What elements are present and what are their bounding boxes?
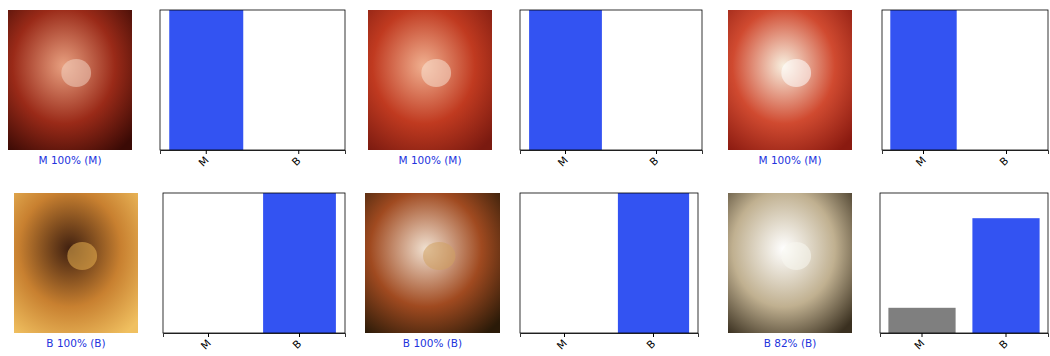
bars — [890, 10, 956, 150]
bar — [263, 193, 336, 333]
image-placeholder — [728, 193, 852, 333]
tick: B — [997, 150, 1011, 168]
plot-frame — [520, 10, 702, 150]
tick: M — [198, 333, 213, 352]
image-thumbnail — [728, 10, 852, 150]
image-thumbnail — [728, 193, 852, 333]
tick: B — [996, 333, 1010, 351]
axis-line — [521, 334, 699, 338]
figure: M 100% (M)MBM 100% (M)MBM 100% (M)MBB 10… — [0, 0, 1050, 356]
image-highlight — [781, 242, 811, 270]
tick-label: B — [289, 154, 303, 168]
axis-line — [161, 151, 346, 155]
bars — [169, 10, 243, 150]
bar — [618, 193, 689, 333]
image-highlight — [423, 242, 455, 270]
axis-line — [521, 151, 703, 155]
tick-mark — [565, 150, 566, 154]
tick-label: M — [554, 337, 569, 352]
image-placeholder — [8, 10, 132, 150]
x-axis: MB — [521, 333, 699, 352]
tick: M — [554, 333, 569, 352]
image-highlight — [421, 59, 451, 87]
caption: M 100% (M) — [398, 154, 461, 166]
plot-frame — [163, 193, 345, 333]
x-axis: MB — [881, 333, 1049, 352]
bar — [529, 10, 602, 150]
bar — [169, 10, 243, 150]
tick: B — [290, 333, 304, 351]
tick-label: M — [913, 154, 928, 169]
plot-frame — [160, 10, 345, 150]
bar-chart: MB — [520, 193, 699, 352]
image-thumbnail — [368, 10, 492, 150]
axis-line — [883, 151, 1049, 155]
tick-mark — [922, 333, 923, 337]
bars — [888, 218, 1039, 333]
plot-frame — [520, 193, 698, 333]
tick-label: M — [555, 154, 570, 169]
tick-label: B — [997, 154, 1011, 168]
tick-mark — [656, 150, 657, 154]
plot-frame — [882, 10, 1048, 150]
bars — [618, 193, 689, 333]
tick: M — [196, 150, 211, 169]
tick: B — [644, 333, 658, 351]
bar-chart: MB — [163, 193, 346, 352]
caption: B 100% (B) — [46, 337, 105, 349]
tick-mark — [653, 333, 654, 337]
tick-label: B — [290, 337, 304, 351]
tick: B — [289, 150, 303, 168]
tick-mark — [1006, 150, 1007, 154]
tick-mark — [1006, 333, 1007, 337]
tick-mark — [206, 150, 207, 154]
bar — [890, 10, 956, 150]
caption: M 100% (M) — [758, 154, 821, 166]
image-placeholder — [368, 10, 492, 150]
tick-label: B — [644, 337, 658, 351]
image-thumbnail — [14, 193, 138, 333]
bar-chart: MB — [160, 10, 346, 169]
tick-label: B — [647, 154, 661, 168]
image-thumbnail — [8, 10, 132, 150]
tick-label: M — [196, 154, 211, 169]
tick-label: M — [912, 337, 927, 352]
image-thumbnail — [365, 193, 500, 333]
tick: B — [647, 150, 661, 168]
bar-chart: MB — [882, 10, 1049, 169]
x-axis: MB — [521, 150, 703, 169]
image-highlight — [61, 59, 91, 87]
tick: M — [913, 150, 928, 169]
bar-chart: MB — [880, 193, 1049, 352]
tick-mark — [208, 333, 209, 337]
caption: B 100% (B) — [403, 337, 462, 349]
bars — [263, 193, 336, 333]
tick: M — [555, 150, 570, 169]
tick-label: B — [996, 337, 1010, 351]
tick-mark — [564, 333, 565, 337]
tick-mark — [298, 150, 299, 154]
plot-frame — [880, 193, 1048, 333]
bars — [529, 10, 602, 150]
image-highlight — [67, 242, 97, 270]
bar — [888, 308, 955, 333]
axis-line — [164, 334, 346, 338]
axis-line — [881, 334, 1049, 338]
x-axis: MB — [161, 150, 346, 169]
caption: M 100% (M) — [38, 154, 101, 166]
tick-mark — [299, 333, 300, 337]
image-highlight — [781, 59, 811, 87]
bar — [972, 218, 1039, 333]
caption: B 82% (B) — [764, 337, 817, 349]
bar-chart: MB — [520, 10, 703, 169]
image-placeholder — [14, 193, 138, 333]
x-axis: MB — [164, 333, 346, 352]
tick: M — [912, 333, 927, 352]
x-axis: MB — [883, 150, 1049, 169]
tick-mark — [923, 150, 924, 154]
image-placeholder — [365, 193, 500, 333]
tick-label: M — [198, 337, 213, 352]
image-placeholder — [728, 10, 852, 150]
